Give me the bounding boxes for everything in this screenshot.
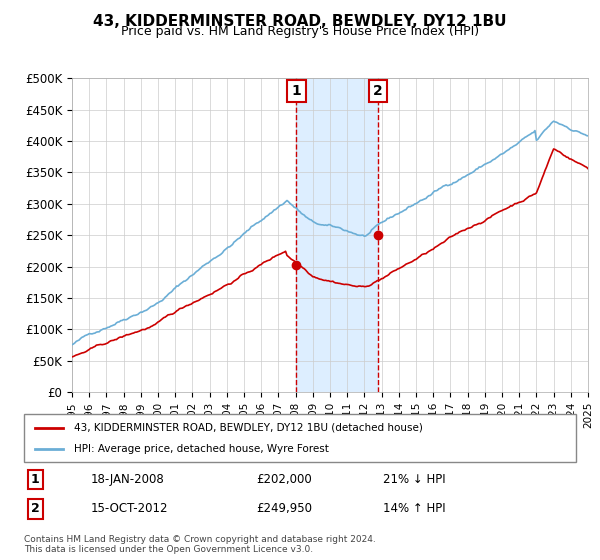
Text: 18-JAN-2008: 18-JAN-2008: [90, 473, 164, 486]
Text: Price paid vs. HM Land Registry's House Price Index (HPI): Price paid vs. HM Land Registry's House …: [121, 25, 479, 38]
Text: 14% ↑ HPI: 14% ↑ HPI: [383, 502, 445, 515]
Text: 2: 2: [373, 84, 383, 98]
Bar: [296, 78, 378, 392]
Text: £202,000: £202,000: [256, 473, 311, 486]
Text: 43, KIDDERMINSTER ROAD, BEWDLEY, DY12 1BU: 43, KIDDERMINSTER ROAD, BEWDLEY, DY12 1B…: [93, 14, 507, 29]
Text: 1: 1: [292, 84, 301, 98]
Text: HPI: Average price, detached house, Wyre Forest: HPI: Average price, detached house, Wyre…: [74, 444, 329, 454]
FancyBboxPatch shape: [24, 414, 576, 462]
Text: £249,950: £249,950: [256, 502, 312, 515]
Text: 2: 2: [31, 502, 40, 515]
Text: Contains HM Land Registry data © Crown copyright and database right 2024.
This d: Contains HM Land Registry data © Crown c…: [24, 535, 376, 554]
Text: 1: 1: [31, 473, 40, 486]
Text: 21% ↓ HPI: 21% ↓ HPI: [383, 473, 445, 486]
Text: 15-OCT-2012: 15-OCT-2012: [90, 502, 168, 515]
Text: 43, KIDDERMINSTER ROAD, BEWDLEY, DY12 1BU (detached house): 43, KIDDERMINSTER ROAD, BEWDLEY, DY12 1B…: [74, 423, 422, 433]
